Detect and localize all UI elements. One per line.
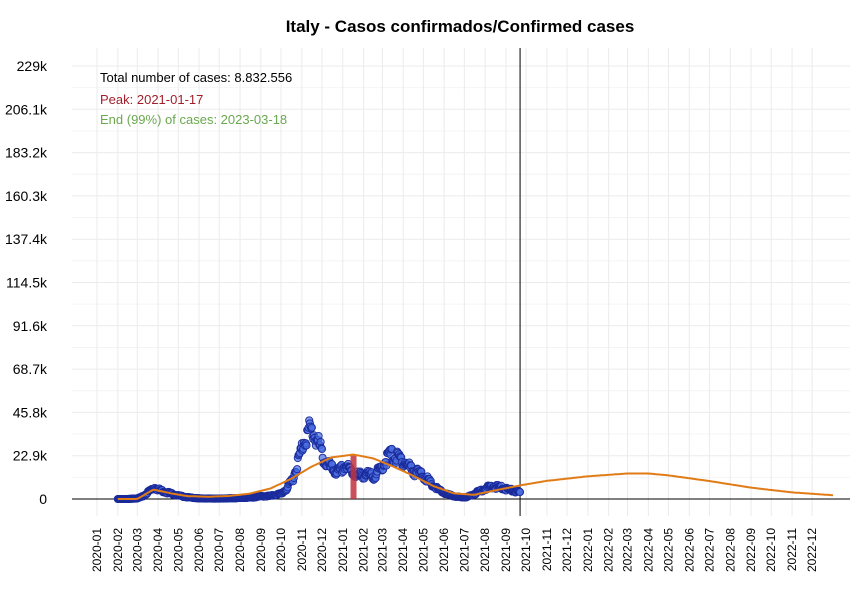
x-tick-label: 2022-03 [621,528,635,572]
total-cases-annotation: Total number of cases: 8.832.556 [100,70,292,85]
x-tick-label: 2021-09 [499,528,513,572]
x-tick-label: 2021-05 [416,528,430,572]
x-tick-label: 2022-02 [602,528,616,572]
x-tick-label: 2020-10 [274,528,288,572]
y-tick-label: 229k [17,58,48,74]
y-tick-label: 137.4k [5,231,48,247]
x-tick-label: 2020-03 [130,528,144,572]
x-tick-label: 2022-01 [581,528,595,572]
x-tick-label: 2021-01 [336,528,350,572]
fitted-curve [117,453,834,500]
grid [72,48,850,516]
data-point [516,488,525,497]
y-tick-label: 206.1k [5,101,48,117]
x-tick-label: 2021-08 [478,528,492,572]
x-tick-label: 2020-01 [90,528,104,572]
chart-title: Italy - Casos confirmados/Confirmed case… [286,17,635,36]
x-tick-label: 2021-06 [437,528,451,572]
x-tick-label: 2022-07 [702,528,716,572]
y-tick-label: 183.2k [5,145,48,161]
data-series [113,416,834,504]
data-point [307,423,316,432]
data-point [293,465,302,474]
x-tick-label: 2020-02 [111,528,125,572]
y-tick-label: 22.9k [13,448,48,464]
x-tick-label: 2021-11 [540,528,554,571]
y-tick-label: 114.5k [6,275,48,291]
x-tick-label: 2020-09 [254,528,268,572]
x-tick-label: 2021-12 [560,528,574,572]
data-point [317,444,327,454]
x-tick-label: 2021-04 [396,528,410,572]
y-tick-label: 91.6k [13,318,48,334]
x-tick-label: 2021-10 [519,528,533,572]
x-tick-label: 2022-11 [785,528,799,571]
y-tick-label: 160.3k [5,188,48,204]
end-annotation: End (99%) of cases: 2023-03-18 [100,112,287,127]
x-tick-label: 2022-05 [661,528,675,572]
daily-cases-points [113,416,525,504]
x-tick-label: 2020-08 [233,528,247,572]
peak-bar [350,454,357,499]
x-tick-label: 2022-08 [723,528,737,572]
x-tick-label: 2020-06 [192,528,206,572]
x-tick-label: 2020-04 [151,528,165,572]
x-tick-label: 2022-12 [805,528,819,572]
x-tick-label: 2020-07 [212,528,226,572]
x-tick-label: 2021-03 [375,528,389,572]
x-tick-label: 2022-09 [744,528,758,572]
annotations: Total number of cases: 8.832.556 Peak: 2… [100,70,292,127]
y-tick-label: 68.7k [13,361,48,377]
x-tick-label: 2020-11 [295,528,309,571]
x-tick-label: 2022-10 [764,528,778,572]
data-point [302,441,311,450]
y-tick-label: 0 [39,491,47,507]
x-tick-label: 2020-05 [171,528,185,572]
x-tick-label: 2021-07 [457,528,471,572]
x-tick-label: 2020-12 [315,528,329,572]
y-tick-label: 45.8k [13,404,48,420]
axes: 0 22.9k 45.8k 68.7k 91.6k 114.5k 137.4k 160.3k 1… [5,48,850,572]
x-tick-label: 2022-04 [641,528,655,572]
x-tick-label: 2022-06 [682,528,696,572]
peak-annotation: Peak: 2021-01-17 [100,92,203,107]
x-tick-label: 2021-02 [357,528,371,572]
